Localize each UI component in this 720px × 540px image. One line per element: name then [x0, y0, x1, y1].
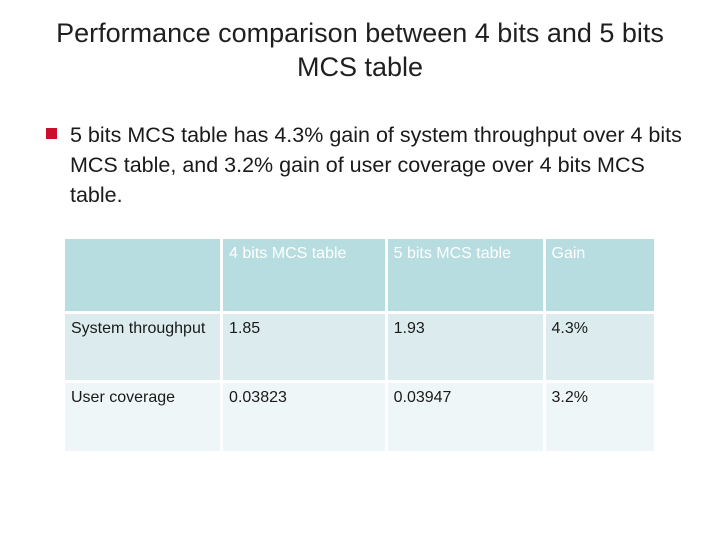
table-header-cell: 4 bits MCS table [223, 239, 385, 311]
table-cell: 4.3% [545, 314, 654, 380]
square-bullet-icon [46, 128, 57, 139]
table-header-cell: Gain [545, 239, 654, 311]
table-row: System throughput 1.85 1.93 4.3% [65, 314, 654, 380]
table-header-row: 4 bits MCS table 5 bits MCS table Gain [65, 239, 654, 311]
table-cell: User coverage [65, 383, 221, 451]
title-line-2: MCS table [296, 52, 424, 82]
table-cell: 0.03947 [387, 383, 543, 451]
table-header-cell [65, 239, 221, 311]
table-header-cell: 5 bits MCS table [387, 239, 543, 311]
table-cell: 1.93 [387, 314, 543, 380]
table-row: User coverage 0.03823 0.03947 3.2% [65, 383, 654, 451]
comparison-table: 4 bits MCS table 5 bits MCS table Gain S… [62, 236, 657, 454]
table-cell: 0.03823 [223, 383, 385, 451]
slide-title: Performance comparison between 4 bits an… [20, 16, 700, 84]
bullet-point: 5 bits MCS table has 4.3% gain of system… [46, 120, 686, 210]
title-line-1: Performance comparison between 4 bits an… [56, 18, 664, 48]
table-cell: System throughput [65, 314, 221, 380]
table-cell: 3.2% [545, 383, 654, 451]
table-cell: 1.85 [223, 314, 385, 380]
bullet-text: 5 bits MCS table has 4.3% gain of system… [70, 123, 682, 207]
